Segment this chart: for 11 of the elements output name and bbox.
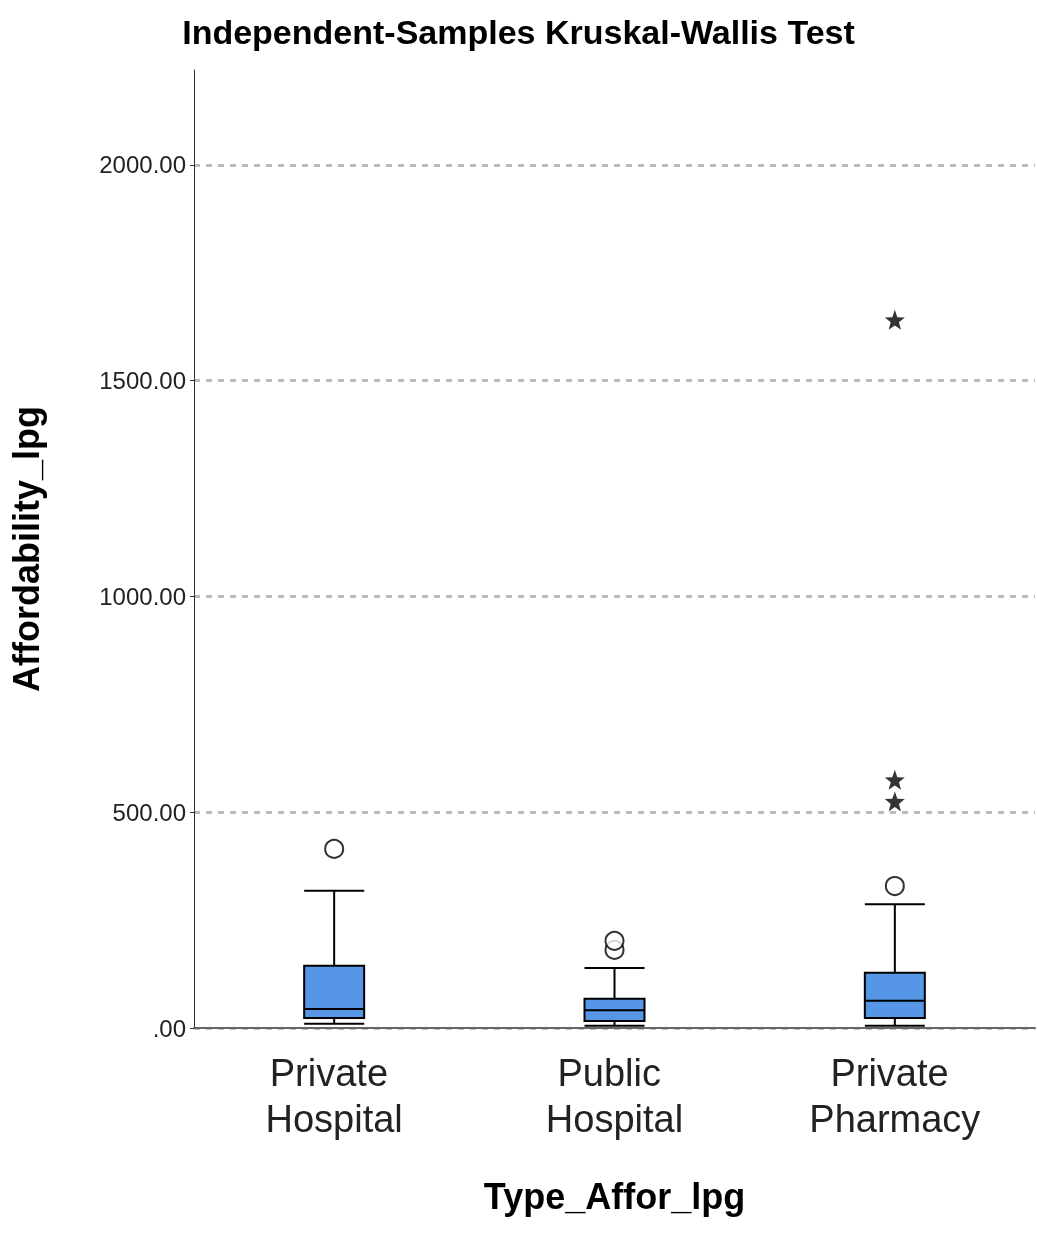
x-tick-label: Private Hospital [265, 1052, 403, 1140]
y-axis-title: Affordability_lpg [5, 406, 47, 692]
y-tick-label: 1000.00 [99, 582, 186, 610]
y-tick-label: 500.00 [112, 798, 186, 826]
chart-title: Independent-Samples Kruskal-Wallis Test [182, 13, 855, 51]
y-tick-label: 2000.00 [99, 151, 186, 179]
y-tick-label: .00 [152, 1014, 186, 1042]
x-axis-title: Type_Affor_lpg [483, 1175, 746, 1217]
x-tick-label: Public Hospital [545, 1052, 684, 1140]
y-tick-label: 1500.00 [99, 367, 186, 395]
x-tick-label: Private Pharmacy [809, 1052, 981, 1140]
